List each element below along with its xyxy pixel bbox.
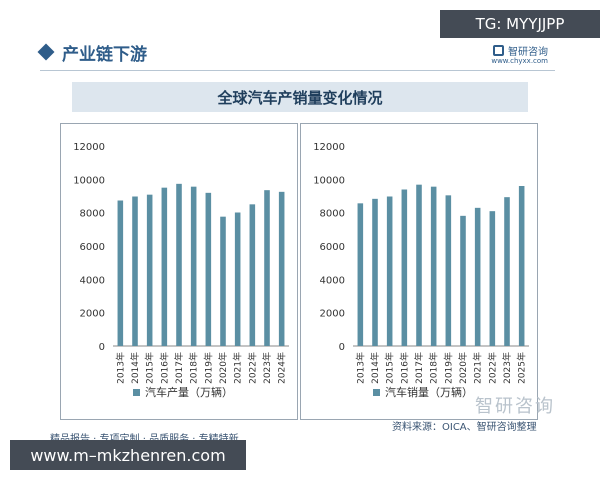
x-tick-label: 2013年 — [354, 352, 366, 384]
x-tick-label: 2020年 — [457, 352, 469, 384]
y-tick-label: 4000 — [320, 275, 345, 286]
y-tick-label: 2000 — [320, 309, 345, 320]
x-tick-label: 2023年 — [261, 352, 273, 384]
tg-label-banner: TG: MYYJJPP — [440, 10, 600, 38]
y-tick-label: 6000 — [320, 242, 345, 253]
section-title: 产业链下游 — [62, 44, 147, 65]
bar — [264, 190, 270, 346]
x-tick-label: 2019年 — [202, 352, 214, 384]
x-tick-label: 2015年 — [384, 352, 396, 384]
bar — [132, 196, 138, 346]
y-tick-label: 0 — [339, 342, 345, 353]
bar — [357, 203, 364, 346]
bar — [518, 186, 525, 346]
x-tick-label: 2015年 — [144, 352, 156, 384]
brand-name: 智研咨询 — [508, 47, 548, 58]
section-header: 产业链下游 — [37, 38, 147, 66]
production-chart-panel: 0 2000 4000 6000 8000 10000 12000 2013年 2014年 201… — [60, 123, 298, 420]
bar — [430, 186, 437, 346]
bar — [278, 191, 285, 346]
bar — [205, 192, 212, 346]
bar — [146, 194, 153, 346]
x-tick-label: 2014年 — [369, 352, 381, 384]
x-tick-label: 2024年 — [276, 352, 288, 384]
y-tick-label: 6000 — [80, 242, 105, 253]
y-tick-label: 10000 — [313, 175, 345, 186]
x-tick-label: 2018年 — [428, 352, 440, 384]
brand-mark-icon — [493, 45, 504, 56]
x-tick-label: 2019年 — [442, 352, 454, 384]
x-tick-label: 2022年 — [246, 352, 258, 384]
x-tick-label: 2021年 — [232, 352, 244, 384]
brand-url: www.chyxx.com — [491, 57, 548, 65]
section-divider — [40, 70, 555, 71]
y-tick-label: 4000 — [80, 275, 105, 286]
x-tick-label: 2014年 — [129, 352, 141, 384]
bar — [372, 198, 378, 346]
x-tick-label: 2017年 — [173, 352, 185, 384]
y-tick-label: 12000 — [73, 142, 105, 153]
bar — [249, 204, 256, 346]
sales-chart-panel: 0 2000 4000 6000 8000 10000 12000 2013年 2014年 201… — [300, 123, 538, 420]
x-tick-label: 2020年 — [217, 352, 229, 384]
source-note: 资料来源：OICA、智研咨询整理 — [392, 422, 537, 433]
bar — [386, 196, 393, 346]
bar — [220, 216, 226, 346]
x-tick-label: 2016年 — [398, 352, 410, 384]
legend-label: 汽车产量（万辆） — [145, 385, 233, 399]
x-tick-label: 2021年 — [472, 352, 484, 384]
x-tick-label: 2025年 — [516, 352, 528, 384]
bar — [161, 187, 168, 346]
y-tick-label: 2000 — [80, 309, 105, 320]
x-tick-label: 2016年 — [158, 352, 170, 384]
bar — [190, 186, 197, 346]
y-tick-label: 12000 — [313, 142, 345, 153]
x-tick-label: 2022年 — [486, 352, 498, 384]
y-tick-label: 10000 — [73, 175, 105, 186]
bar — [489, 211, 496, 346]
bar — [504, 197, 510, 346]
bar — [416, 184, 422, 346]
x-tick-label: 2013年 — [114, 352, 126, 384]
y-tick-label: 8000 — [320, 209, 345, 220]
legend-swatch — [133, 389, 140, 396]
bar — [234, 212, 241, 346]
legend-swatch — [373, 389, 380, 396]
bar — [117, 200, 124, 346]
bar — [474, 207, 481, 346]
chart-title-bar: 全球汽车产销量变化情况 — [72, 82, 528, 112]
brand-logo: 智研咨询 — [493, 43, 548, 58]
legend-label: 汽车销量（万辆） — [385, 385, 473, 399]
bar — [460, 215, 466, 346]
bar — [401, 189, 408, 346]
y-tick-label: 8000 — [80, 209, 105, 220]
bar — [176, 183, 182, 346]
brand-watermark: 智研咨询 — [475, 396, 555, 417]
chart-title: 全球汽车产销量变化情况 — [217, 88, 383, 107]
x-tick-label: 2017年 — [413, 352, 425, 384]
bar — [445, 195, 452, 346]
url-banner: www.m–mkzhenren.com — [10, 440, 246, 470]
y-tick-label: 0 — [99, 342, 105, 353]
diamond-icon — [37, 43, 55, 61]
x-tick-label: 2018年 — [188, 352, 200, 384]
footer-slogan: 精品报告 · 专项定制 · 品质服务 · 专精特新 — [50, 430, 239, 445]
x-tick-label: 2023年 — [501, 352, 513, 384]
